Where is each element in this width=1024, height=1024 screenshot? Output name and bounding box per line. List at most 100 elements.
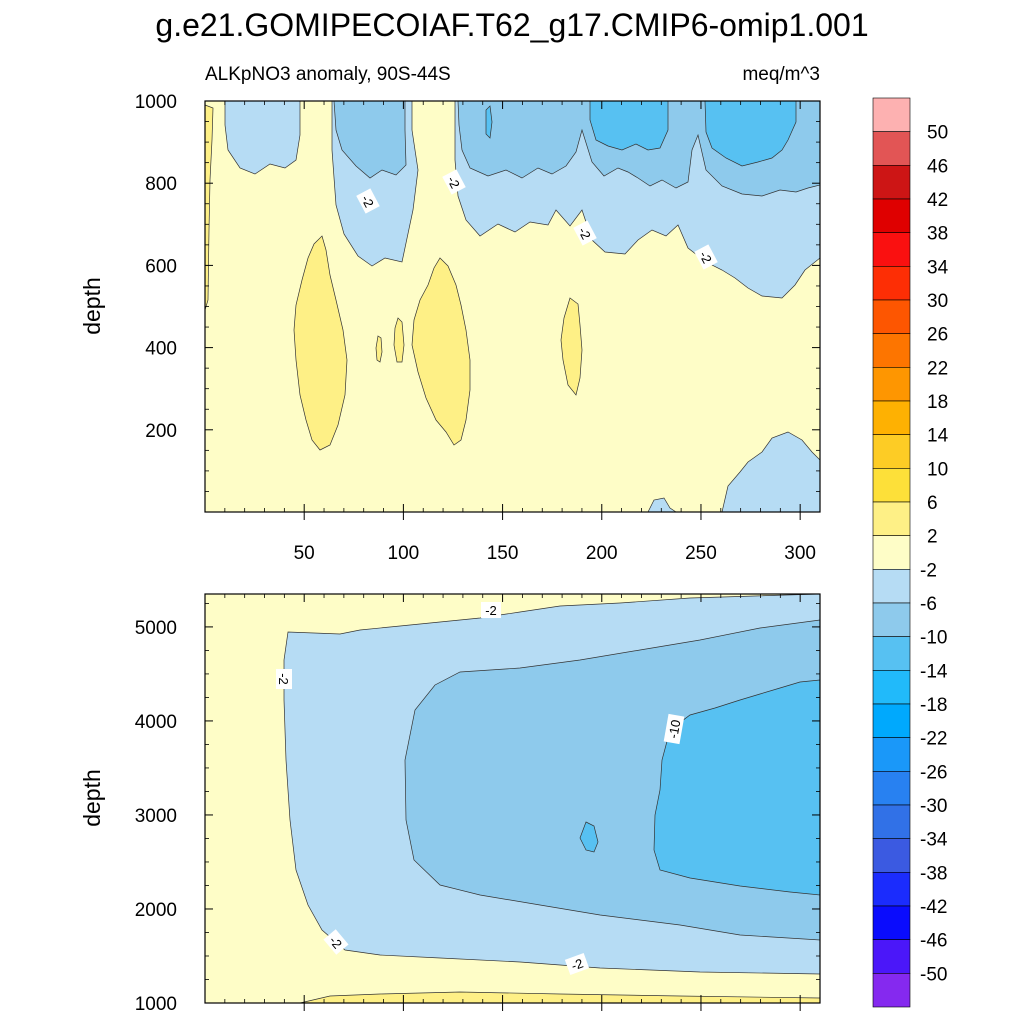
figure-title: g.e21.GOMIPECOIAF.T62_g17.CMIP6-omip1.00… xyxy=(155,7,868,43)
colorbar-label: -46 xyxy=(920,931,947,952)
contour-label: -2 xyxy=(356,188,380,214)
contour-region-pos2 xyxy=(411,257,471,446)
y-tick-label: 1000 xyxy=(135,92,177,113)
colorbar-label: -14 xyxy=(920,661,948,682)
contour-region-neg10 xyxy=(589,100,669,151)
colorbar-box xyxy=(872,198,911,233)
colorbar-label: -18 xyxy=(920,695,947,716)
contour-label-bg xyxy=(323,929,349,955)
lower-panel: 1000 2000 3000 4000 5000 -2 -2 -10 -2 -2 depth xyxy=(79,593,821,1015)
colorbar-label: 38 xyxy=(927,224,948,245)
lower-axis-ticks: 1000 2000 3000 4000 5000 xyxy=(135,594,821,1015)
colorbar: 50 46 42 38 34 30 26 22 18 14 10 6 2 -2 -6 -10 -14 -18 -22… xyxy=(872,97,949,1008)
y-tick-label: 400 xyxy=(145,339,177,360)
upper-contour-fills xyxy=(204,100,821,513)
contour-label-bg xyxy=(356,188,380,214)
x-tick-label: 200 xyxy=(586,543,618,564)
y-tick-label: 200 xyxy=(145,421,177,442)
contour-label: -2 xyxy=(276,669,292,689)
colorbar-box xyxy=(872,232,911,267)
colorbar-box xyxy=(872,468,911,503)
colorbar-label: 14 xyxy=(927,426,949,447)
colorbar-box xyxy=(872,367,911,402)
contour-label-text: -10 xyxy=(665,719,683,740)
colorbar-label: -2 xyxy=(920,560,937,581)
colorbar-box xyxy=(872,838,911,873)
x-tick-label: 100 xyxy=(388,543,420,564)
upper-panel-variable-label: ALKpNO3 anomaly, 90S-44S xyxy=(205,64,451,85)
colorbar-box xyxy=(872,400,911,435)
colorbar-label: -38 xyxy=(920,863,947,884)
colorbar-box xyxy=(872,939,911,974)
contour-region-neg10 xyxy=(579,821,599,853)
contour-region-neg10 xyxy=(485,105,493,139)
colorbar-box xyxy=(872,501,911,536)
colorbar-box xyxy=(872,804,911,839)
colorbar-box xyxy=(872,299,911,334)
contour-region-neg6 xyxy=(333,100,407,179)
contour-label-bg xyxy=(276,669,292,689)
x-tick-label: 300 xyxy=(784,543,816,564)
colorbar-label: -42 xyxy=(920,897,947,918)
colorbar-box xyxy=(872,670,911,705)
colorbar-box xyxy=(872,569,911,604)
upper-axis-ticks: 50 100 150 200 250 300 200 400 600 800 1000 xyxy=(135,92,821,564)
colorbar-label: 34 xyxy=(927,257,949,278)
colorbar-box xyxy=(872,131,911,166)
contour-region-pos2 xyxy=(560,297,583,396)
colorbar-label: -10 xyxy=(920,628,947,649)
contour-label-bg xyxy=(481,602,501,618)
contour-label-bg xyxy=(442,169,466,195)
contour-label: -2 xyxy=(694,244,718,270)
colorbar-box xyxy=(872,973,911,1008)
y-tick-label: 600 xyxy=(145,256,177,277)
lower-contour-fills xyxy=(283,593,821,1004)
contour-label: -2 xyxy=(573,220,597,246)
colorbar-box xyxy=(872,602,911,637)
colorbar-box xyxy=(872,97,911,132)
upper-y-axis-label: depth xyxy=(79,277,105,335)
contour-region-pos2 xyxy=(393,317,405,363)
contour-label-text: -2 xyxy=(485,603,497,618)
colorbar-box xyxy=(872,737,911,772)
contour-region-neg2 xyxy=(224,100,301,175)
colorbar-label: 6 xyxy=(927,493,938,514)
colorbar-label: 50 xyxy=(927,123,948,144)
y-tick-label: 4000 xyxy=(135,712,177,733)
colorbar-label: 42 xyxy=(927,190,948,211)
colorbar-box xyxy=(872,771,911,806)
colorbar-box xyxy=(872,434,911,469)
colorbar-label: 10 xyxy=(927,459,948,480)
colorbar-label: -26 xyxy=(920,762,947,783)
contour-label-text: -2 xyxy=(569,955,585,973)
contour-region-pos2 xyxy=(293,235,348,451)
x-tick-label: 250 xyxy=(685,543,717,564)
lower-y-axis-label: depth xyxy=(79,769,105,827)
colorbar-label: -22 xyxy=(920,729,947,750)
colorbar-box xyxy=(872,333,911,368)
colorbar-label: 22 xyxy=(927,358,948,379)
colorbar-label: -50 xyxy=(920,964,947,985)
contour-label: -2 xyxy=(323,929,349,955)
colorbar-label: 26 xyxy=(927,325,948,346)
contour-region-neg10 xyxy=(653,679,821,896)
upper-panel-units-label: meq/m^3 xyxy=(742,64,820,85)
colorbar-box xyxy=(872,703,911,738)
colorbar-label: 2 xyxy=(927,527,938,548)
contour-label: -10 xyxy=(663,713,685,745)
contour-label-bg xyxy=(573,220,597,246)
colorbar-box xyxy=(872,266,911,301)
colorbar-box xyxy=(872,872,911,907)
colorbar-label: -6 xyxy=(920,594,937,615)
colorbar-label: -34 xyxy=(920,830,948,851)
contour-label: -2 xyxy=(442,169,466,195)
y-tick-label: 1000 xyxy=(135,994,177,1015)
colorbar-label: -30 xyxy=(920,796,947,817)
contour-label-bg xyxy=(564,953,590,975)
colorbar-label: 46 xyxy=(927,156,948,177)
contour-label: -2 xyxy=(564,953,590,975)
colorbar-box xyxy=(872,165,911,200)
lower-contour-labels: -2 -2 -10 -2 -2 xyxy=(276,602,685,975)
colorbar-box xyxy=(872,905,911,940)
